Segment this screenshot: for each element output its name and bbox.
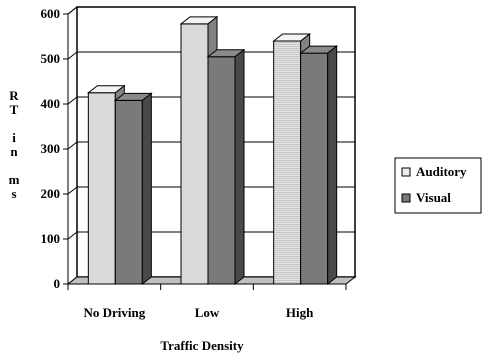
- legend-label-visual: Visual: [416, 190, 451, 205]
- y-axis-title-char: s: [11, 186, 16, 201]
- bar: [113, 92, 153, 286]
- y-tick-label: 200: [41, 186, 61, 201]
- bars: [86, 15, 339, 286]
- y-axis-title-char: T: [10, 102, 19, 117]
- gridline-wall: [67, 141, 78, 150]
- bar: [299, 45, 339, 286]
- bar-side: [327, 45, 338, 286]
- y-tick-label: 600: [41, 6, 61, 21]
- y-tick-label: 0: [54, 276, 61, 291]
- bar-front: [87, 92, 116, 285]
- y-axis-ticks: 0 100 200 300 400 500 600: [41, 6, 68, 291]
- y-axis-title-char: m: [9, 172, 20, 187]
- y-tick-label: 400: [41, 96, 61, 111]
- gridline-wall: [67, 6, 78, 15]
- legend-label-auditory: Auditory: [416, 164, 467, 179]
- y-axis-title-char: n: [10, 144, 18, 159]
- legend-swatch-visual: [401, 193, 411, 203]
- gridline-wall: [67, 186, 78, 195]
- bar-side: [141, 92, 152, 286]
- y-tick-label: 100: [41, 231, 61, 246]
- gridline-wall: [67, 96, 78, 105]
- x-axis-title: Traffic Density: [160, 338, 244, 353]
- y-axis-title-char: i: [12, 130, 16, 145]
- x-tick-label: High: [286, 305, 314, 320]
- x-axis-ticks: No Driving Low High: [67, 284, 347, 320]
- bar-front: [207, 56, 236, 285]
- bar-front: [300, 52, 329, 285]
- x-tick-label: Low: [195, 305, 220, 320]
- legend: Auditory Visual: [394, 157, 482, 214]
- legend-swatch-auditory: [401, 167, 411, 177]
- bar: [206, 48, 246, 286]
- legend-border: [394, 157, 482, 214]
- gridline-wall: [67, 51, 78, 60]
- gridline-wall: [67, 231, 78, 240]
- y-tick-label: 500: [41, 51, 61, 66]
- x-tick-label: No Driving: [83, 305, 145, 320]
- bar-front: [114, 99, 143, 285]
- y-tick-label: 300: [41, 141, 61, 156]
- y-axis-title-char: R: [9, 88, 19, 103]
- bar-front: [273, 40, 302, 285]
- bar-side: [234, 48, 245, 286]
- bar-front: [180, 23, 209, 285]
